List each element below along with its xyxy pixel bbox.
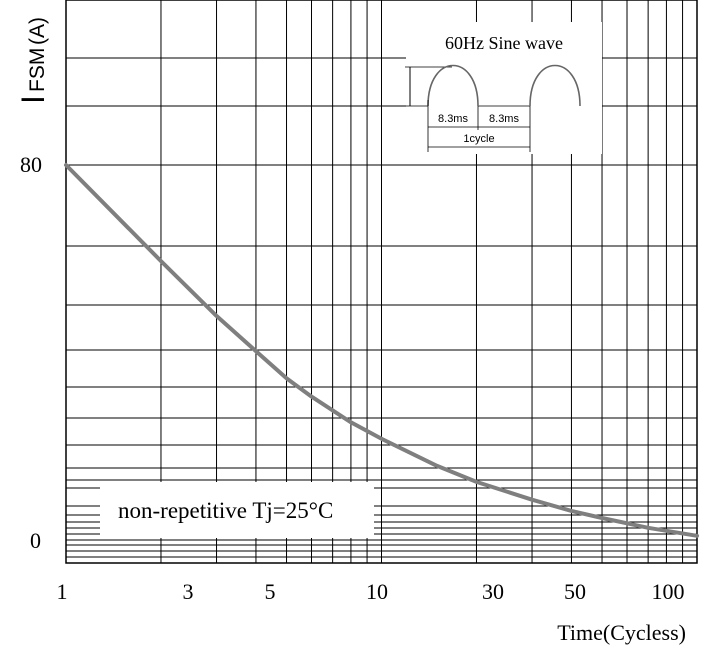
- x-tick-label-5: 5: [265, 579, 276, 604]
- x-tick-label-1: 1: [57, 579, 68, 604]
- sine-half-wave-1: [427, 64, 479, 107]
- x-tick-label-30: 30: [482, 579, 504, 604]
- series-line: [64, 163, 699, 538]
- x-tick-label-100: 100: [652, 579, 685, 604]
- inset-half-label-2: 8.3ms: [489, 113, 519, 125]
- sine-wave-inset: 60Hz Sine wave 8.3ms 8.3ms 1cycle: [405, 22, 602, 154]
- condition-note-bg: [100, 482, 374, 538]
- x-axis-label: Time(Cycless): [557, 620, 686, 645]
- sine-half-wave-2: [529, 64, 581, 107]
- grid: [66, 0, 697, 563]
- x-tick-label-50: 50: [564, 579, 586, 604]
- y-tick-label-0: 0: [30, 528, 41, 553]
- inset-cycle-label: 1cycle: [463, 133, 494, 145]
- condition-note: non-repetitive Tj=25°C: [100, 482, 374, 538]
- y-axis-label-unit: (A): [26, 17, 49, 45]
- x-tick-labels: 1 3 5 10 30 50 100: [57, 579, 685, 604]
- y-axis-label: I FSM (A): [15, 17, 51, 104]
- x-tick-label-10: 10: [366, 579, 388, 604]
- inset-bg: [406, 22, 602, 154]
- inset-title: 60Hz Sine wave: [445, 33, 563, 53]
- y-axis-label-main: I: [15, 95, 51, 104]
- condition-note-text: non-repetitive Tj=25°C: [118, 498, 333, 523]
- inset-half-label-1: 8.3ms: [438, 113, 468, 125]
- x-tick-label-3: 3: [183, 579, 194, 604]
- plot-frame: [65, 0, 698, 564]
- y-axis-label-sub: FSM: [26, 48, 49, 92]
- y-tick-label-80: 80: [20, 152, 42, 177]
